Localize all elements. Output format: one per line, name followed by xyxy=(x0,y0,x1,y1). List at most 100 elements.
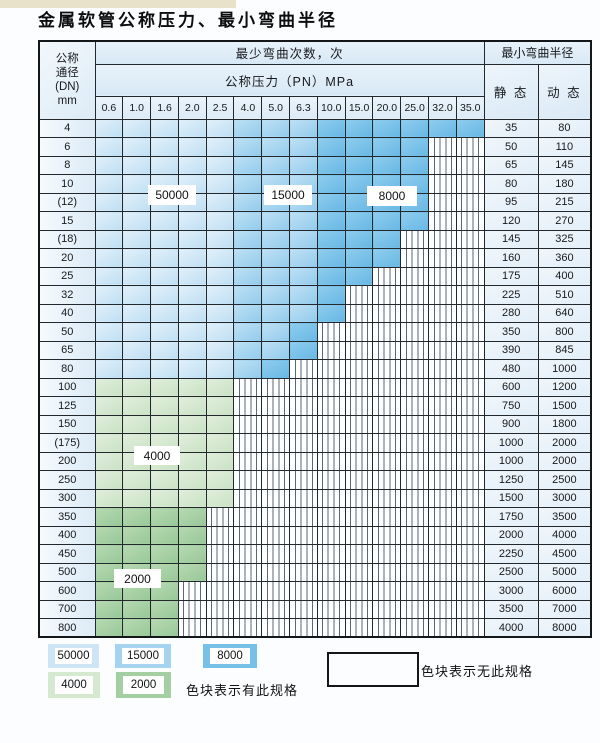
no-spec-cell xyxy=(372,451,402,471)
no-spec-cell xyxy=(428,599,457,619)
spec-cell-8000 xyxy=(372,155,402,175)
no-spec-cell xyxy=(289,544,318,564)
no-spec-cell xyxy=(428,137,457,157)
no-spec-cell xyxy=(455,488,485,508)
spec-cell-50000 xyxy=(205,174,235,194)
spec-cell-4000 xyxy=(177,470,207,490)
no-spec-cell xyxy=(261,451,291,471)
spec-cell-8000 xyxy=(316,229,346,249)
no-spec-cell xyxy=(455,396,485,416)
spec-cell-8000 xyxy=(372,211,402,231)
spec-cell-8000 xyxy=(372,118,402,138)
spec-cell-4000 xyxy=(94,488,124,508)
no-spec-cell xyxy=(344,544,374,564)
dynamic-radius-cell: 1200 xyxy=(537,377,592,397)
dn-cell: (175) xyxy=(38,433,96,453)
spec-cell-50000 xyxy=(94,155,124,175)
no-spec-cell xyxy=(177,618,207,638)
spec-cell-50000 xyxy=(150,266,179,286)
dn-cell: 125 xyxy=(38,396,96,416)
spec-cell-50000 xyxy=(94,229,124,249)
no-spec-cell xyxy=(316,488,346,508)
spec-cell-15000 xyxy=(261,118,291,138)
no-spec-cell xyxy=(428,451,457,471)
legend-swatch-label: 50000 xyxy=(55,648,92,664)
dynamic-radius-cell: 360 xyxy=(537,248,592,268)
spec-cell-50000 xyxy=(177,155,207,175)
static-radius-cell: 80 xyxy=(483,174,539,194)
spec-cell-2000 xyxy=(150,618,179,638)
dynamic-radius-cell: 800 xyxy=(537,322,592,342)
no-spec-cell xyxy=(428,229,457,249)
spec-cell-50000 xyxy=(150,303,179,323)
scan-edge-strip xyxy=(0,0,236,8)
no-spec-cell xyxy=(289,470,318,490)
spec-cell-2000 xyxy=(177,544,207,564)
no-spec-cell xyxy=(372,414,402,434)
dn-cell: (12) xyxy=(38,192,96,212)
no-spec-cell xyxy=(400,266,430,286)
static-column-header: 静 态 xyxy=(483,63,539,120)
no-spec-cell xyxy=(455,544,485,564)
no-spec-cell xyxy=(344,377,374,397)
spec-cell-50000 xyxy=(94,248,124,268)
no-spec-cell xyxy=(261,433,291,453)
no-spec-cell xyxy=(344,599,374,619)
spec-cell-8000 xyxy=(344,211,374,231)
spec-cell-15000 xyxy=(233,192,263,212)
dynamic-column-header: 动 态 xyxy=(537,63,592,120)
dynamic-radius-cell: 510 xyxy=(537,285,592,305)
no-spec-cell xyxy=(316,451,346,471)
no-spec-cell xyxy=(372,433,402,453)
spec-cell-15000 xyxy=(289,137,318,157)
spec-cell-50000 xyxy=(122,340,152,360)
spec-cell-50000 xyxy=(122,322,152,342)
no-spec-cell xyxy=(261,470,291,490)
spec-cell-50000 xyxy=(122,211,152,231)
no-spec-cell xyxy=(289,562,318,582)
dn-cell: (18) xyxy=(38,229,96,249)
spec-cell-8000 xyxy=(289,322,318,342)
no-spec-cell xyxy=(205,618,235,638)
spec-cell-50000 xyxy=(150,340,179,360)
dynamic-radius-cell: 1000 xyxy=(537,359,592,379)
dn-cell: 250 xyxy=(38,470,96,490)
no-spec-cell xyxy=(455,266,485,286)
dn-cell: 350 xyxy=(38,507,96,527)
no-spec-cell xyxy=(177,581,207,601)
pressure-value-header: 5.0 xyxy=(261,95,291,120)
pressure-value-header: 20.0 xyxy=(372,95,402,120)
spec-cell-4000 xyxy=(177,488,207,508)
table-row: 32 225 510 xyxy=(38,285,592,305)
spec-cell-15000 xyxy=(289,155,318,175)
no-spec-cell xyxy=(316,507,346,527)
spec-cell-8000 xyxy=(316,118,346,138)
spec-cell-4000 xyxy=(205,433,235,453)
no-spec-cell xyxy=(233,618,263,638)
table-row: 25 175 400 xyxy=(38,266,592,286)
static-radius-cell: 1250 xyxy=(483,470,539,490)
spec-cell-4000 xyxy=(94,396,124,416)
no-spec-cell xyxy=(316,377,346,397)
no-spec-cell xyxy=(344,581,374,601)
no-spec-cell xyxy=(344,488,374,508)
no-spec-cell xyxy=(316,544,346,564)
no-spec-cell xyxy=(233,562,263,582)
spec-cell-8000 xyxy=(316,174,346,194)
no-spec-cell xyxy=(428,414,457,434)
no-spec-cell xyxy=(372,340,402,360)
spec-cell-50000 xyxy=(150,211,179,231)
pressure-value-header: 0.6 xyxy=(94,95,124,120)
no-spec-cell xyxy=(455,618,485,638)
no-spec-cell xyxy=(261,581,291,601)
spec-cell-50000 xyxy=(94,137,124,157)
pressure-value-header: 1.0 xyxy=(122,95,152,120)
pressure-value-header: 35.0 xyxy=(455,95,485,120)
static-radius-cell: 600 xyxy=(483,377,539,397)
no-spec-cell xyxy=(261,488,291,508)
spec-cell-50000 xyxy=(122,118,152,138)
spec-cell-4000 xyxy=(205,488,235,508)
table-row: 150 900 1800 xyxy=(38,414,592,434)
spec-cell-50000 xyxy=(205,322,235,342)
spec-cell-50000 xyxy=(205,303,235,323)
